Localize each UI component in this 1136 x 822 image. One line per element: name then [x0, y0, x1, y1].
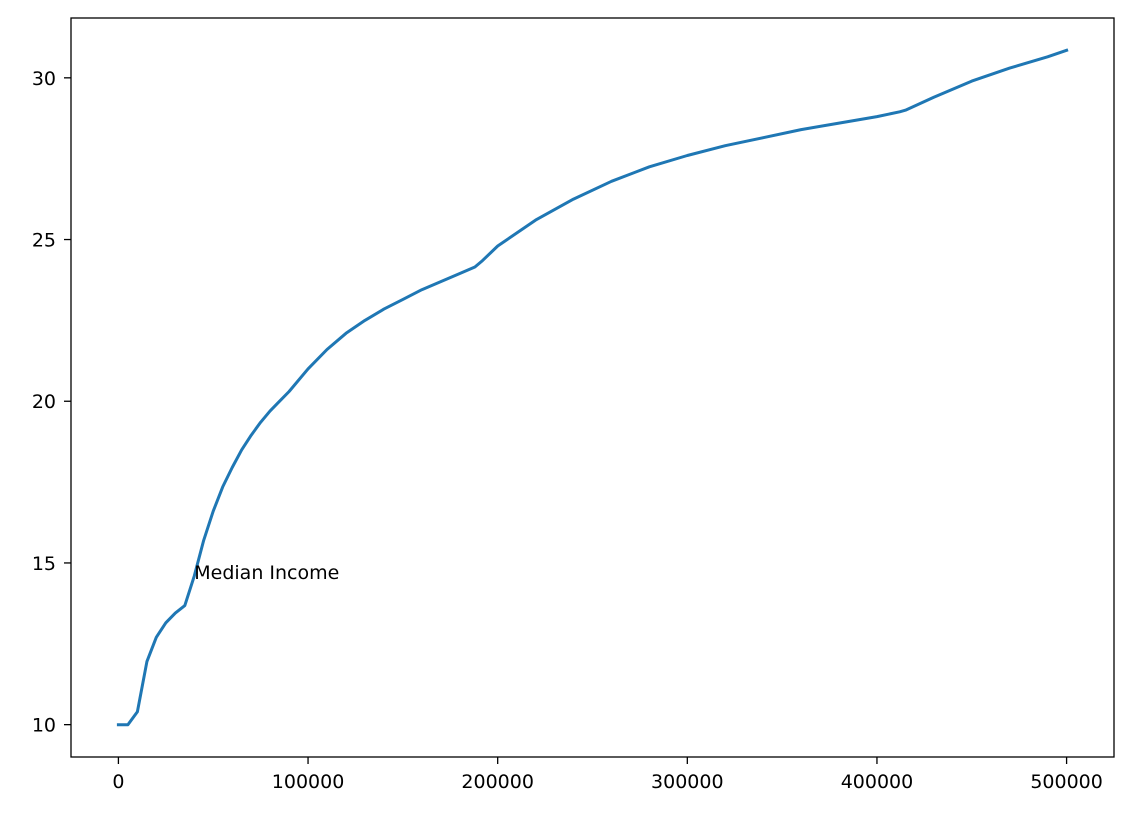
x-tick-label: 400000	[841, 771, 914, 793]
x-tick-label: 500000	[1030, 771, 1103, 793]
y-tick-label: 25	[32, 230, 56, 252]
annotation-label: Median Income	[194, 562, 339, 584]
y-axis: 10 15 20 25 30	[32, 68, 71, 737]
x-tick-label: 100000	[272, 771, 345, 793]
series-layer	[116, 48, 1069, 727]
axes-frame	[70, 17, 1115, 758]
plot-background	[71, 18, 1114, 757]
x-axis: 0 100000 200000 300000 400000 500000	[112, 757, 1103, 793]
series-line	[116, 48, 1069, 727]
annotation-layer: Median Income	[194, 562, 339, 584]
y-tick-label: 30	[32, 68, 56, 90]
x-tick-label: 0	[112, 771, 124, 793]
x-tick-label: 300000	[651, 771, 724, 793]
y-tick-label: 10	[32, 715, 56, 737]
y-tick-label: 20	[32, 391, 56, 413]
y-tick-label: 15	[32, 553, 56, 575]
x-tick-label: 200000	[461, 771, 534, 793]
